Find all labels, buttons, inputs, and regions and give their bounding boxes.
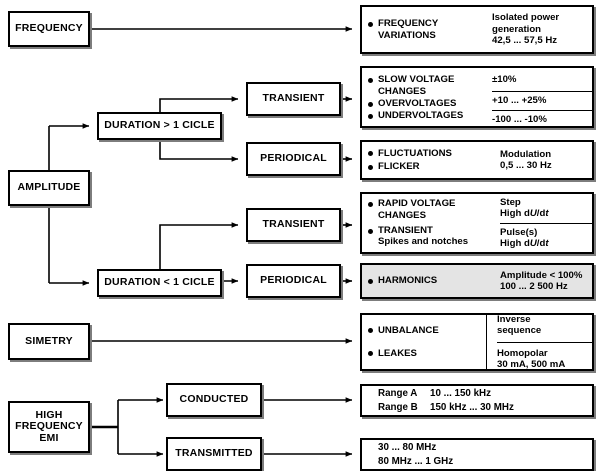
effect-item-label: TRANSIENT bbox=[378, 225, 433, 236]
effect-value: -100 ... -10% bbox=[492, 113, 547, 125]
range-row: 80 MHz ... 1 GHz bbox=[378, 455, 592, 468]
bullet-icon bbox=[368, 113, 373, 119]
range-key: Range B bbox=[378, 401, 418, 413]
stage-label-transient-2: TRANSIENT bbox=[262, 218, 325, 231]
effect-item-label: UNDERVOLTAGES bbox=[378, 110, 464, 122]
effect-item: FLUCTUATIONS bbox=[368, 148, 486, 159]
range-key: Range A bbox=[378, 388, 418, 400]
category-box-amplitude[interactable]: AMPLITUDE bbox=[8, 170, 90, 206]
category-label-hf-emi: HIGH FREQUENCY EMI bbox=[15, 409, 83, 444]
value-divider bbox=[492, 91, 592, 92]
value-divider bbox=[492, 109, 592, 111]
bullet-icon bbox=[368, 201, 373, 207]
value-divider bbox=[500, 222, 592, 224]
effect-item: SLOW VOLTAGE CHANGES bbox=[368, 74, 486, 97]
bullet-icon bbox=[368, 278, 373, 284]
bullet-icon bbox=[368, 164, 373, 170]
effect-value: Homopolar 30 mA, 500 mA bbox=[497, 347, 566, 371]
category-label-frequency: FREQUENCY bbox=[15, 22, 83, 35]
effect-value: Isolated power generation 42,5 ... 57,5 … bbox=[492, 12, 560, 47]
bullet-icon bbox=[368, 151, 373, 157]
effect-item-label: RAPID VOLTAGE CHANGES bbox=[378, 198, 456, 221]
effect-item: UNDERVOLTAGES bbox=[368, 110, 486, 121]
category-box-simetry[interactable]: SIMETRY bbox=[8, 323, 90, 360]
effect-value: Inverse sequence bbox=[497, 313, 542, 337]
effect-value: Step High dU/dt bbox=[500, 196, 549, 220]
stage-label-conducted: CONDUCTED bbox=[179, 393, 249, 406]
effect-panel-harmonics[interactable]: HARMONICS Amplitude < 100% 100 ... 2 500… bbox=[360, 263, 594, 299]
bullet-icon bbox=[368, 228, 373, 234]
range-row: Range B 150 kHz ... 30 MHz bbox=[378, 401, 592, 414]
effect-value: Pulse(s) High dU/dt bbox=[500, 226, 549, 250]
range-value: 80 MHz ... 1 GHz bbox=[378, 455, 454, 467]
stage-box-transient-2[interactable]: TRANSIENT bbox=[246, 208, 341, 242]
range-value: 10 ... 150 kHz bbox=[430, 388, 491, 400]
bullet-icon bbox=[368, 351, 373, 357]
effect-item-label: HARMONICS bbox=[378, 275, 438, 287]
effect-value: Amplitude < 100% 100 ... 2 500 Hz bbox=[500, 269, 583, 293]
effect-item-label: FLUCTUATIONS bbox=[378, 147, 452, 159]
effect-item: RAPID VOLTAGE CHANGES bbox=[368, 198, 486, 221]
effect-item-label: LEAKES bbox=[378, 347, 417, 359]
range-value: 150 kHz ... 30 MHz bbox=[430, 401, 514, 413]
effect-value: +10 ... +25% bbox=[492, 95, 547, 106]
effect-item-sublabel: Spikes and notches bbox=[378, 236, 469, 248]
effect-item: HARMONICS bbox=[368, 275, 486, 286]
range-row: 30 ... 80 MHz bbox=[378, 441, 592, 454]
category-label-amplitude: AMPLITUDE bbox=[17, 181, 81, 194]
effect-item: OVERVOLTAGES bbox=[368, 98, 486, 109]
category-box-frequency[interactable]: FREQUENCY bbox=[8, 11, 90, 47]
effect-panel-simetry-effects[interactable]: UNBALANCE LEAKES Inverse sequence Homopo… bbox=[360, 313, 594, 371]
effect-panel-fluctuations[interactable]: FLUCTUATIONS FLICKER Modulation 0,5 ... … bbox=[360, 140, 594, 180]
stage-box-periodical-1[interactable]: PERIODICAL bbox=[246, 142, 341, 176]
bullet-icon bbox=[368, 328, 373, 334]
effect-panel-rapid-amplitude[interactable]: RAPID VOLTAGE CHANGES TRANSIENT Spikes a… bbox=[360, 192, 594, 254]
stage-label-transmitted: TRANSMITTED bbox=[175, 447, 253, 460]
effect-item-label: OVERVOLTAGES bbox=[378, 98, 457, 109]
effect-item-label: UNBALANCE bbox=[378, 324, 439, 336]
effect-panel-frequency-variations[interactable]: FREQUENCY VARIATIONS Isolated power gene… bbox=[360, 5, 594, 54]
effect-item: LEAKES bbox=[368, 348, 486, 359]
effect-panel-conducted-ranges[interactable]: Range A 10 ... 150 kHz Range B 150 kHz .… bbox=[360, 384, 594, 417]
effect-item: FREQUENCY VARIATIONS bbox=[368, 18, 486, 41]
category-label-simetry: SIMETRY bbox=[25, 334, 73, 347]
stage-label-duration-less: DURATION < 1 CICLE bbox=[104, 276, 215, 289]
effect-item: FLICKER bbox=[368, 161, 486, 172]
stage-box-transmitted[interactable]: TRANSMITTED bbox=[166, 437, 262, 471]
effect-value: Modulation 0,5 ... 30 Hz bbox=[500, 148, 552, 172]
bullet-icon bbox=[368, 101, 373, 107]
effect-panel-transmitted-ranges[interactable]: 30 ... 80 MHz 80 MHz ... 1 GHz bbox=[360, 438, 594, 471]
value-divider bbox=[497, 341, 592, 343]
effect-item-label: FLICKER bbox=[378, 161, 420, 172]
range-value: 30 ... 80 MHz bbox=[378, 442, 437, 454]
stage-label-periodical-2: PERIODICAL bbox=[260, 274, 327, 287]
effect-panel-slow-amplitude[interactable]: SLOW VOLTAGE CHANGES OVERVOLTAGES UNDERV… bbox=[360, 66, 594, 128]
effect-item-label: SLOW VOLTAGE CHANGES bbox=[378, 74, 455, 97]
bullet-icon bbox=[368, 77, 373, 83]
effect-item: UNBALANCE bbox=[368, 325, 486, 336]
stage-label-transient-1: TRANSIENT bbox=[262, 92, 325, 105]
stage-box-duration-greater[interactable]: DURATION > 1 CICLE bbox=[97, 112, 222, 140]
stage-box-periodical-2[interactable]: PERIODICAL bbox=[246, 264, 341, 298]
stage-label-duration-greater: DURATION > 1 CICLE bbox=[104, 119, 215, 132]
effect-item-label: FREQUENCY VARIATIONS bbox=[378, 18, 439, 41]
stage-box-duration-less[interactable]: DURATION < 1 CICLE bbox=[97, 269, 222, 297]
stage-label-periodical-1: PERIODICAL bbox=[260, 152, 327, 165]
stage-box-conducted[interactable]: CONDUCTED bbox=[166, 383, 262, 417]
category-box-hf-emi[interactable]: HIGH FREQUENCY EMI bbox=[8, 401, 90, 453]
range-row: Range A 10 ... 150 kHz bbox=[378, 387, 592, 400]
effect-value: ±10% bbox=[492, 73, 517, 85]
effect-item: TRANSIENT bbox=[368, 225, 486, 236]
bullet-icon bbox=[368, 21, 373, 27]
stage-box-transient-1[interactable]: TRANSIENT bbox=[246, 82, 341, 116]
